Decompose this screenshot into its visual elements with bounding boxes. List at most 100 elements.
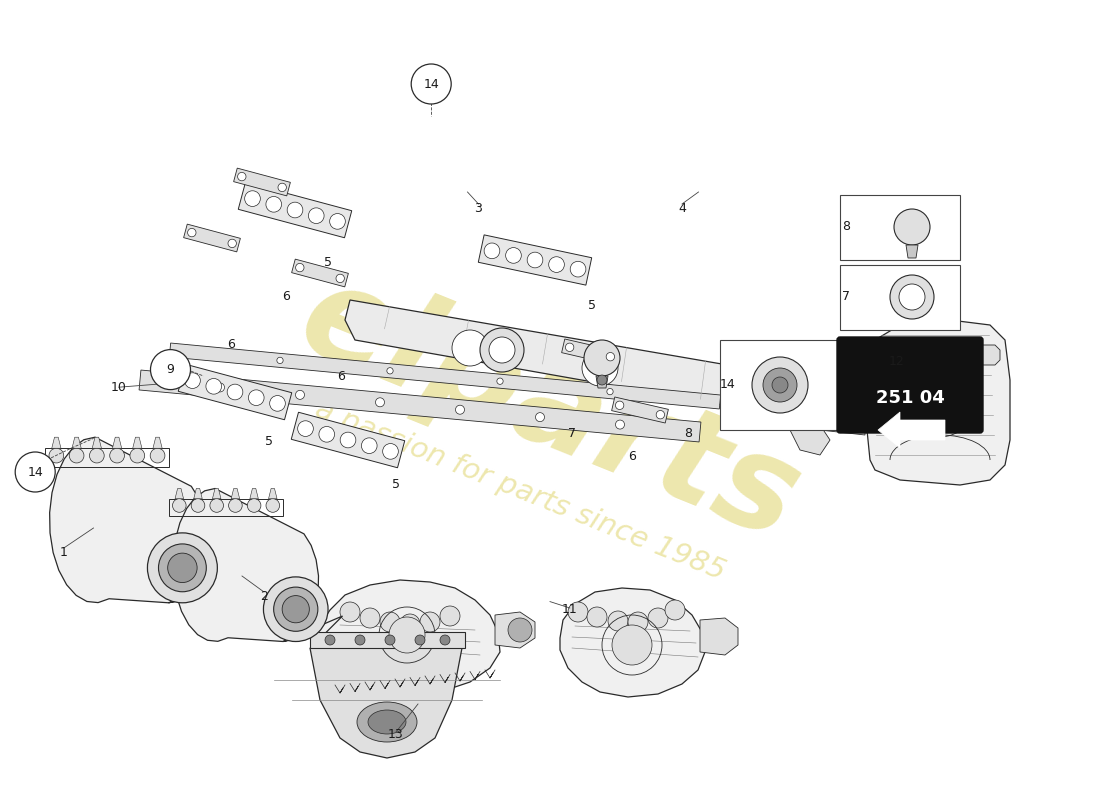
Circle shape <box>657 410 664 419</box>
Circle shape <box>597 375 607 385</box>
Ellipse shape <box>358 702 417 742</box>
Text: 5: 5 <box>323 256 332 269</box>
Polygon shape <box>139 370 701 442</box>
Polygon shape <box>184 224 241 252</box>
Polygon shape <box>292 259 349 287</box>
Polygon shape <box>233 168 290 196</box>
FancyBboxPatch shape <box>837 337 983 433</box>
Text: 2: 2 <box>260 590 268 602</box>
FancyBboxPatch shape <box>720 340 840 430</box>
Text: 6: 6 <box>227 338 235 350</box>
Circle shape <box>248 498 261 512</box>
Circle shape <box>549 257 564 273</box>
Circle shape <box>752 357 808 413</box>
Circle shape <box>536 413 544 422</box>
Circle shape <box>206 378 221 394</box>
Polygon shape <box>52 437 60 448</box>
Circle shape <box>587 607 607 627</box>
Circle shape <box>188 228 196 237</box>
Circle shape <box>763 368 798 402</box>
Polygon shape <box>194 489 202 498</box>
Circle shape <box>584 340 620 376</box>
Circle shape <box>383 443 398 459</box>
Circle shape <box>890 275 934 319</box>
Polygon shape <box>310 648 462 758</box>
Text: 11: 11 <box>562 603 578 616</box>
Circle shape <box>319 426 334 442</box>
Polygon shape <box>169 343 720 409</box>
Circle shape <box>158 544 207 592</box>
Text: 1: 1 <box>59 546 68 558</box>
Circle shape <box>173 498 186 512</box>
Circle shape <box>379 612 400 632</box>
Text: 8: 8 <box>684 427 693 440</box>
Circle shape <box>282 595 309 622</box>
Polygon shape <box>790 380 830 455</box>
Circle shape <box>151 448 165 463</box>
Polygon shape <box>478 235 592 285</box>
Polygon shape <box>906 245 918 258</box>
Circle shape <box>151 350 190 390</box>
Text: 4: 4 <box>678 202 686 214</box>
Circle shape <box>69 448 84 463</box>
Polygon shape <box>231 489 240 498</box>
Text: 14: 14 <box>720 378 736 391</box>
Circle shape <box>298 421 314 437</box>
Polygon shape <box>700 618 738 655</box>
Circle shape <box>336 274 344 282</box>
Circle shape <box>15 452 55 492</box>
Polygon shape <box>175 489 184 498</box>
Circle shape <box>387 368 393 374</box>
Ellipse shape <box>368 710 406 734</box>
Circle shape <box>389 617 425 653</box>
Circle shape <box>648 608 668 628</box>
Circle shape <box>420 612 440 632</box>
Circle shape <box>287 202 303 218</box>
Circle shape <box>270 395 285 411</box>
Circle shape <box>249 390 264 406</box>
Polygon shape <box>212 489 221 498</box>
Polygon shape <box>72 437 81 448</box>
Circle shape <box>615 401 624 410</box>
Circle shape <box>50 448 64 463</box>
Circle shape <box>228 384 243 400</box>
Circle shape <box>772 377 788 393</box>
Circle shape <box>452 330 488 366</box>
Circle shape <box>628 612 648 632</box>
Circle shape <box>607 389 613 394</box>
Polygon shape <box>820 410 865 435</box>
Circle shape <box>278 183 286 192</box>
Polygon shape <box>865 320 1010 485</box>
Text: 8: 8 <box>842 221 850 234</box>
Circle shape <box>130 448 145 463</box>
Polygon shape <box>250 489 258 498</box>
Text: 14: 14 <box>28 466 43 478</box>
Polygon shape <box>292 412 405 468</box>
Text: 13: 13 <box>388 728 404 741</box>
Text: a passion for parts since 1985: a passion for parts since 1985 <box>311 394 729 586</box>
Circle shape <box>340 602 360 622</box>
Circle shape <box>582 350 618 386</box>
Circle shape <box>110 448 124 463</box>
Text: 251 04: 251 04 <box>876 389 945 407</box>
Circle shape <box>266 197 282 212</box>
Circle shape <box>894 209 930 245</box>
Circle shape <box>308 208 324 223</box>
Circle shape <box>506 247 521 263</box>
Circle shape <box>899 284 925 310</box>
Polygon shape <box>310 632 465 648</box>
FancyBboxPatch shape <box>840 195 960 260</box>
Circle shape <box>612 625 652 665</box>
Circle shape <box>905 367 975 437</box>
Polygon shape <box>133 437 142 448</box>
Text: 7: 7 <box>842 290 850 303</box>
Polygon shape <box>562 339 618 365</box>
Circle shape <box>666 600 685 620</box>
Circle shape <box>191 498 205 512</box>
Circle shape <box>484 243 499 258</box>
Polygon shape <box>560 588 705 697</box>
Text: elparts: elparts <box>283 253 817 567</box>
Circle shape <box>497 378 503 384</box>
FancyBboxPatch shape <box>840 265 960 330</box>
Text: 6: 6 <box>628 450 637 462</box>
